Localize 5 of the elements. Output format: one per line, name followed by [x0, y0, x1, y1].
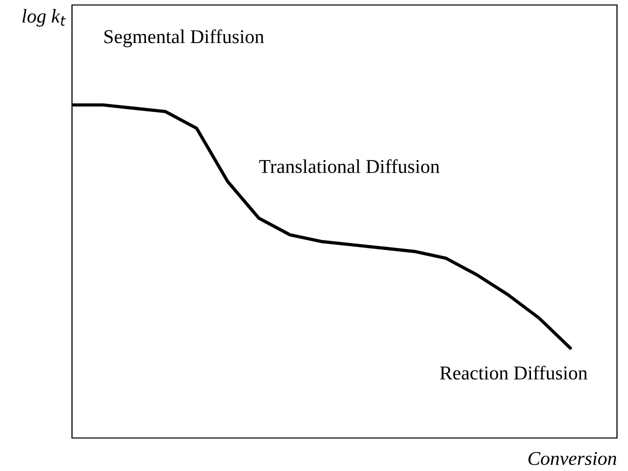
y-axis-title: log k$_{t}$: [22, 9, 66, 27]
x-axis-title: Conversion: [528, 452, 616, 466]
text: Segmental Diffusion: [104, 29, 264, 48]
annotation: Reaction Diffusion: [440, 366, 588, 380]
annotation: Translational Diffusion: [259, 159, 440, 174]
